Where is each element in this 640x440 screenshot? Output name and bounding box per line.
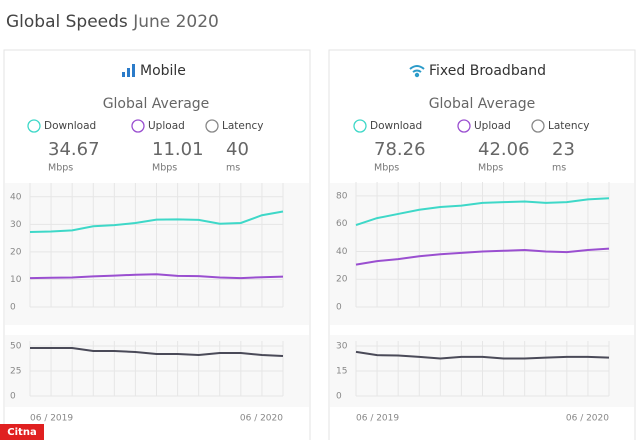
stat-unit: ms — [552, 163, 566, 174]
stat-label: Upload — [474, 120, 511, 132]
panel-title: Fixed Broadband — [429, 63, 546, 79]
stat-icon — [27, 119, 41, 133]
stat-icon — [531, 119, 545, 133]
watermark: Citna — [7, 427, 36, 438]
y-tick-label: 10 — [10, 275, 22, 285]
x-tick-label: 06 / 2019 — [356, 414, 399, 424]
panel-subtitle: Global Average — [103, 96, 210, 112]
y-tick-label: 20 — [10, 247, 22, 257]
series-line — [355, 350, 610, 360]
stat-icon — [353, 119, 367, 133]
stat-label: Latency — [222, 120, 264, 132]
page-title: Global Speeds June 2020 — [6, 12, 219, 32]
stat-value: 11.01 — [152, 139, 204, 160]
y-tick-label: 0 — [336, 392, 342, 402]
stat-label: Download — [370, 120, 422, 132]
y-tick-label: 60 — [336, 219, 348, 229]
stat-unit: Mbps — [374, 163, 399, 174]
panel-title: Mobile — [140, 63, 186, 79]
wifi-icon — [409, 65, 425, 78]
mobile-icon — [122, 64, 135, 77]
stat-unit: ms — [226, 163, 240, 174]
stat-unit: Mbps — [48, 163, 73, 174]
y-tick-label: 20 — [336, 275, 348, 285]
y-tick-label: 15 — [336, 367, 347, 377]
stat-unit: Mbps — [152, 163, 177, 174]
series-line — [30, 347, 284, 357]
stat-value: 34.67 — [48, 139, 100, 160]
y-tick-label: 0 — [10, 392, 16, 402]
stat-label: Upload — [148, 120, 185, 132]
title: Global Speeds — [6, 12, 128, 32]
y-tick-label: 40 — [10, 192, 22, 202]
stat-icon — [205, 119, 219, 133]
series-line — [29, 210, 284, 234]
y-tick-label: 0 — [336, 303, 342, 313]
series-line — [29, 273, 284, 280]
stat-value: 40 — [226, 139, 249, 160]
y-tick-label: 50 — [10, 342, 22, 352]
stat-label: Download — [44, 120, 96, 132]
stat-unit: Mbps — [478, 163, 503, 174]
y-tick-label: 30 — [336, 342, 348, 352]
x-tick-label: 06 / 2019 — [30, 414, 73, 424]
stat-value: 42.06 — [478, 139, 530, 160]
y-tick-label: 0 — [10, 303, 16, 313]
watermark-bg — [0, 424, 44, 440]
series-line — [355, 197, 610, 227]
stat-value: 23 — [552, 139, 575, 160]
y-tick-label: 40 — [336, 247, 348, 257]
x-tick-label: 06 / 2020 — [566, 414, 609, 424]
stat-icon — [457, 119, 471, 133]
y-tick-label: 25 — [10, 367, 21, 377]
y-tick-label: 80 — [336, 191, 348, 201]
series-line — [355, 247, 610, 266]
y-tick-label: 30 — [10, 220, 22, 230]
panel-subtitle: Global Average — [429, 96, 536, 112]
stat-icon — [131, 119, 145, 133]
stat-label: Latency — [548, 120, 590, 132]
stat-value: 78.26 — [374, 139, 426, 160]
subtitle: June 2020 — [132, 12, 219, 32]
x-tick-label: 06 / 2020 — [240, 414, 283, 424]
